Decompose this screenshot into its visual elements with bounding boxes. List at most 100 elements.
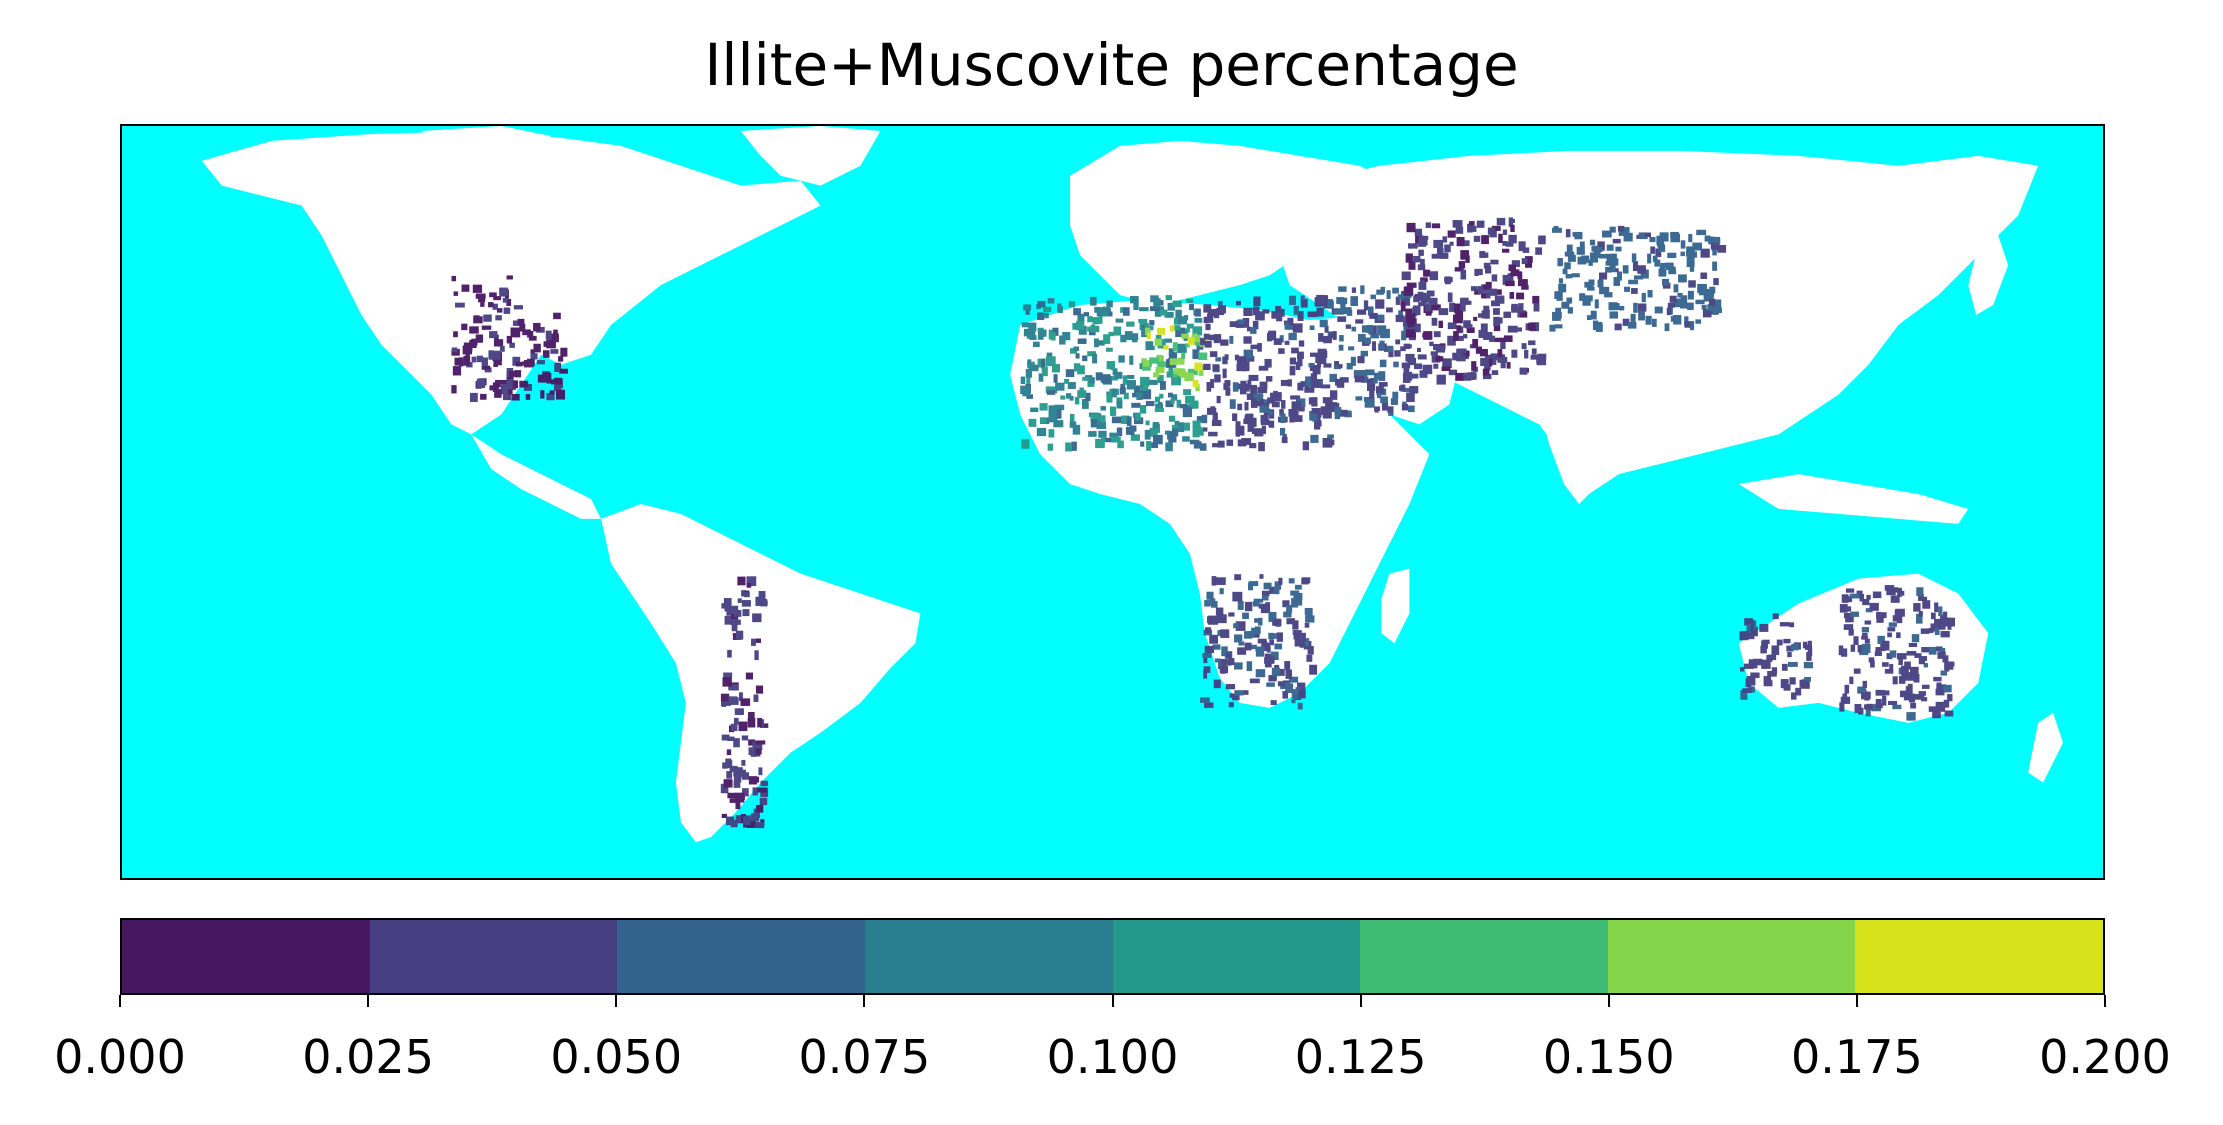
data-cell bbox=[1027, 359, 1032, 366]
data-cell bbox=[526, 358, 535, 367]
data-cell bbox=[737, 598, 742, 603]
data-cell bbox=[1248, 581, 1259, 587]
data-cell bbox=[1306, 654, 1313, 662]
data-cell bbox=[1203, 363, 1211, 371]
data-cell bbox=[1651, 318, 1657, 327]
data-cell bbox=[1701, 304, 1707, 310]
data-cell bbox=[1183, 389, 1192, 396]
data-cell bbox=[1408, 357, 1417, 366]
data-cell bbox=[1050, 332, 1056, 341]
data-cell bbox=[1211, 576, 1217, 586]
data-cell bbox=[1261, 595, 1269, 601]
data-cell bbox=[1304, 622, 1310, 628]
data-cell bbox=[1695, 319, 1702, 324]
data-cell bbox=[1493, 316, 1500, 327]
data-cell bbox=[1419, 370, 1428, 378]
data-cell bbox=[1695, 299, 1705, 305]
colorbar-tick-label: 0.050 bbox=[550, 1030, 683, 1084]
data-cell bbox=[1850, 611, 1860, 617]
data-cell bbox=[1130, 434, 1141, 441]
data-cell bbox=[1224, 354, 1229, 360]
data-cell bbox=[727, 792, 737, 799]
data-cell bbox=[1913, 673, 1920, 683]
data-cell bbox=[1799, 679, 1806, 688]
data-cell bbox=[1173, 317, 1181, 325]
data-cell bbox=[1100, 406, 1107, 411]
data-cell bbox=[1654, 259, 1661, 267]
data-cell bbox=[481, 357, 488, 366]
data-cell bbox=[1308, 397, 1314, 405]
data-cell bbox=[1124, 331, 1133, 341]
data-cell bbox=[1623, 227, 1630, 236]
data-cell bbox=[1082, 376, 1089, 381]
data-cell bbox=[1910, 702, 1917, 709]
data-cell bbox=[1189, 400, 1199, 409]
data-cell bbox=[1212, 644, 1221, 650]
data-cell bbox=[1904, 672, 1914, 681]
data-cell bbox=[550, 379, 557, 385]
data-cell bbox=[1021, 322, 1029, 328]
data-cell bbox=[1253, 306, 1260, 316]
data-cell bbox=[475, 334, 484, 343]
data-cell bbox=[1892, 704, 1902, 710]
data-cell bbox=[1667, 252, 1677, 258]
data-cell bbox=[1204, 702, 1214, 708]
data-cell bbox=[1689, 321, 1695, 331]
data-cell bbox=[1214, 658, 1221, 663]
data-cell bbox=[1420, 238, 1428, 246]
data-cell bbox=[1045, 356, 1056, 367]
data-cell bbox=[1026, 377, 1031, 388]
data-cell bbox=[1236, 364, 1246, 372]
data-cell bbox=[1169, 352, 1175, 358]
data-cell bbox=[1311, 397, 1318, 407]
data-cell bbox=[1509, 292, 1515, 299]
data-cell bbox=[1610, 253, 1617, 262]
data-cell bbox=[1413, 305, 1421, 316]
data-cell bbox=[1046, 390, 1056, 395]
data-cell bbox=[1807, 640, 1812, 650]
data-cell bbox=[1201, 414, 1208, 424]
data-cell bbox=[1841, 648, 1848, 657]
data-cell bbox=[1145, 420, 1150, 426]
data-cell bbox=[1198, 352, 1208, 360]
data-cell bbox=[1214, 374, 1221, 383]
data-cell bbox=[1154, 308, 1162, 317]
data-cell bbox=[1347, 410, 1352, 417]
data-cell bbox=[1032, 341, 1040, 348]
data-cell bbox=[1447, 322, 1457, 330]
data-cell bbox=[1531, 348, 1537, 355]
data-cell bbox=[1845, 588, 1855, 593]
data-cell bbox=[1535, 247, 1543, 255]
data-cell bbox=[1203, 666, 1211, 673]
data-cell bbox=[1206, 381, 1212, 392]
data-cell bbox=[1155, 334, 1162, 341]
data-cell bbox=[1114, 371, 1123, 379]
data-cell bbox=[752, 787, 758, 796]
data-cell bbox=[1332, 331, 1337, 340]
data-cell bbox=[1039, 417, 1047, 424]
data-cell bbox=[1220, 658, 1228, 665]
data-cell bbox=[1661, 278, 1670, 286]
data-cell bbox=[1874, 651, 1882, 656]
data-cell bbox=[1280, 413, 1286, 424]
data-cell bbox=[1334, 411, 1341, 420]
data-cell bbox=[1882, 695, 1887, 706]
data-cell bbox=[1564, 251, 1575, 257]
data-cell bbox=[1284, 340, 1290, 345]
data-cell bbox=[1609, 311, 1619, 319]
data-cell bbox=[1497, 356, 1508, 363]
data-cell bbox=[1194, 362, 1203, 371]
data-cell bbox=[1279, 427, 1286, 436]
data-cell bbox=[1351, 287, 1357, 293]
data-cell bbox=[1244, 601, 1253, 612]
map-panel bbox=[120, 124, 2105, 880]
data-cell bbox=[1221, 646, 1228, 657]
data-cell bbox=[1204, 600, 1211, 607]
data-cell bbox=[735, 800, 741, 806]
colorbar-tick-label: 0.200 bbox=[2039, 1030, 2171, 1084]
colorbar-tick bbox=[367, 995, 370, 1007]
data-cell bbox=[1747, 630, 1755, 640]
data-cell bbox=[1289, 357, 1297, 365]
data-cell bbox=[1312, 414, 1318, 422]
colorbar bbox=[120, 918, 2105, 995]
